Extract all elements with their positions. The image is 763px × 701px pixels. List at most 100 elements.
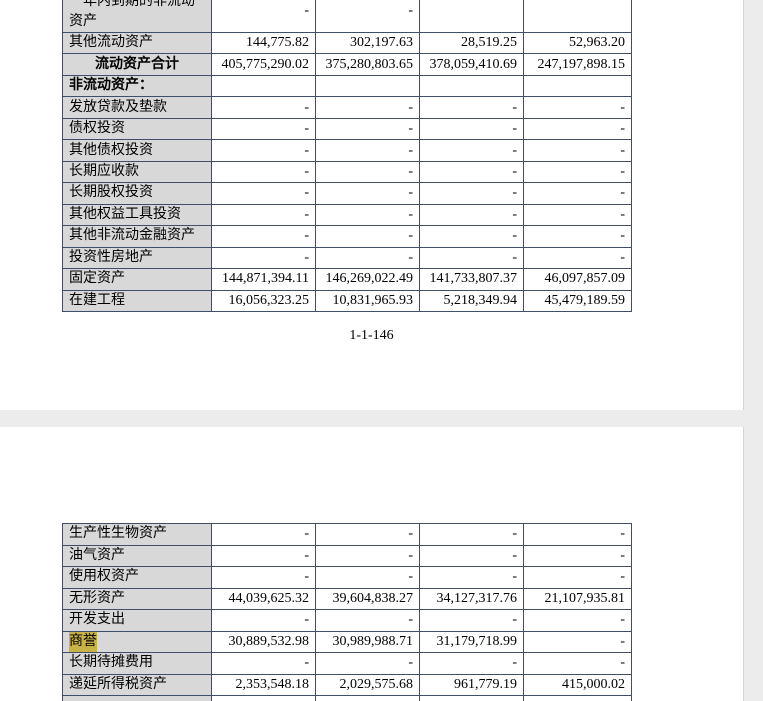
cell-text: - (620, 142, 625, 158)
value-cell: - (523, 246, 632, 270)
cell-text: 146,269,022.49 (325, 271, 414, 287)
cell-text: - (304, 569, 309, 585)
value-cell: 247,197,898.15 (523, 53, 632, 76)
cell-text: - (620, 163, 625, 179)
cell-text: - (408, 655, 413, 671)
value-cell: - (523, 203, 632, 227)
cell-text: 30,889,532.98 (228, 633, 310, 649)
cell-text: - (512, 228, 517, 244)
cell-text: - (304, 655, 309, 671)
cell-text: - (620, 655, 625, 671)
value-cell: - (211, 0, 316, 33)
cell-text: 52,963.20 (569, 35, 625, 51)
cell-text: 415,000.02 (562, 676, 625, 692)
cell-text: 固定资产 (69, 271, 125, 287)
value-cell (315, 74, 420, 98)
value-cell: 31,179,718.99 (419, 630, 524, 653)
value-cell: - (419, 203, 524, 227)
value-cell: - (211, 566, 316, 589)
cell-text: - (304, 163, 309, 179)
row-label: 其他非流动金融资产 (62, 225, 212, 248)
cell-text: 其他非流动金融资产 (69, 228, 195, 244)
row-label: 商誉 (62, 630, 212, 653)
value-cell: - (211, 652, 316, 675)
row-label: 一年内到期的非流动资产 (62, 0, 212, 33)
value-cell: 44,039,625.32 (211, 587, 316, 610)
value-cell: - (315, 544, 420, 567)
cell-text: 44,039,625.32 (228, 590, 310, 606)
value-cell: 2,029,575.68 (315, 673, 420, 696)
value-cell: - (523, 160, 632, 184)
cell-text: - (304, 185, 309, 201)
cell-text: 302,197.63 (350, 35, 413, 51)
cell-text: 141,733,807.37 (429, 271, 518, 287)
value-cell: - (315, 652, 420, 675)
value-cell: - (419, 246, 524, 270)
value-cell: - (315, 225, 420, 248)
value-cell: - (315, 0, 420, 33)
cell-text: - (620, 99, 625, 115)
row-label: 投资性房地产 (62, 246, 212, 270)
value-cell: - (419, 523, 524, 546)
cell-text: 投资性房地产 (69, 249, 153, 265)
cell-text: 16,056,323.25 (228, 292, 310, 308)
cell-text: - (408, 163, 413, 179)
cell-text: 无形资产 (69, 590, 125, 606)
cell-text: 长期股权投资 (69, 185, 153, 201)
cell-text: - (304, 2, 309, 18)
value-cell: 144,775.82 (211, 32, 316, 55)
cell-text: - (512, 142, 517, 158)
cell-text: - (304, 547, 309, 563)
value-cell: 302,197.63 (315, 32, 420, 55)
cell-text: - (512, 569, 517, 585)
value-cell: 30,989,988.71 (315, 630, 420, 653)
value-cell: 144,871,394.11 (211, 268, 316, 291)
value-cell: 415,000.02 (523, 673, 632, 696)
cell-text: - (512, 547, 517, 563)
cell-text: - (512, 206, 517, 222)
cell-text: - (408, 569, 413, 585)
cell-text: - (304, 142, 309, 158)
row-label: 其他债权投资 (62, 139, 212, 162)
value-cell: 961,779.19 (419, 673, 524, 696)
cell-text: - (620, 206, 625, 222)
cell-text: 10,831,965.93 (332, 292, 414, 308)
cell-text: - (512, 99, 517, 115)
value-cell: - (523, 523, 632, 546)
cell-text: 961,779.19 (454, 676, 517, 692)
cell-text: 递延所得税资产 (69, 676, 167, 692)
cell-text: - (620, 547, 625, 563)
value-cell: - (419, 225, 524, 248)
page: 1-1-146 一年内到期的非流动资产 - - 其他流动资产 144,775.82 302… (0, 0, 744, 410)
cell-text: - (620, 569, 625, 585)
cell-text: - (408, 99, 413, 115)
cell-text: 生产性生物资产 (69, 526, 167, 542)
value-cell: 46,097,857.09 (523, 268, 632, 291)
cell-text: 2,353,548.18 (235, 676, 310, 692)
cell-text: - (512, 121, 517, 137)
value-cell: 21,107,935.81 (523, 587, 632, 610)
value-cell: 28,519.25 (419, 32, 524, 55)
value-cell: - (523, 630, 632, 653)
value-cell (523, 0, 632, 33)
cell-text: 375,280,803.65 (325, 56, 414, 72)
cell-text: - (620, 228, 625, 244)
partial-cell (211, 695, 316, 701)
value-cell: - (419, 160, 524, 184)
value-cell: - (523, 225, 632, 248)
value-cell: - (315, 96, 420, 119)
value-cell: 5,218,349.94 (419, 289, 524, 312)
value-cell: - (419, 117, 524, 141)
cell-text: - (304, 526, 309, 542)
value-cell: - (211, 160, 316, 184)
cell-text: - (408, 612, 413, 628)
cell-text: - (512, 526, 517, 542)
value-cell: 16,056,323.25 (211, 289, 316, 312)
cell-text: - (408, 206, 413, 222)
cell-text: 144,871,394.11 (222, 271, 309, 287)
value-cell (523, 74, 632, 98)
value-cell: 34,127,317.76 (419, 587, 524, 610)
cell-text: 使用权资产 (69, 569, 139, 585)
cell-text: - (620, 526, 625, 542)
value-cell: 375,280,803.65 (315, 53, 420, 76)
